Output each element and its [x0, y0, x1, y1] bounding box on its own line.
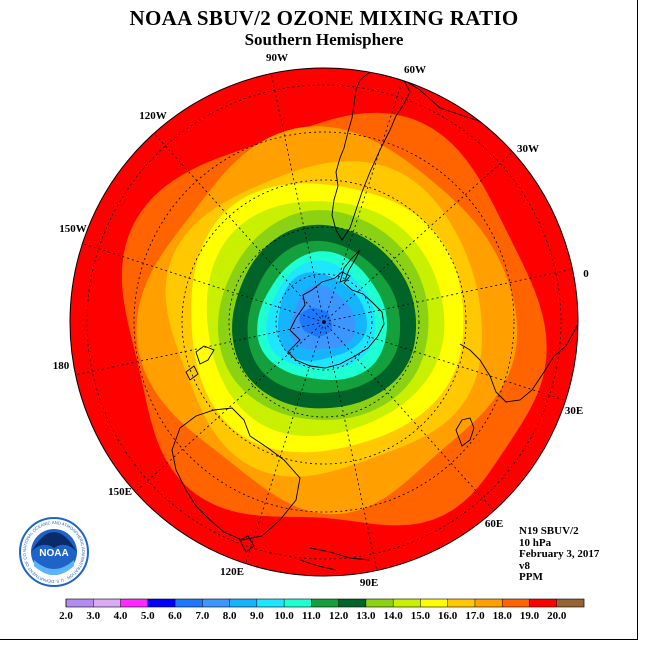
logo-wave	[34, 560, 74, 575]
colorbar-label-18: 20.0	[547, 610, 567, 622]
info-block: N19 SBUV/2 10 hPa February 3, 2017 v8 PP…	[519, 525, 600, 584]
colorbar-label-9: 11.0	[302, 610, 321, 622]
colorbar-swatch-5	[202, 599, 230, 607]
meridian-11	[153, 132, 325, 323]
info-version: v8	[519, 559, 530, 572]
africa-coast	[459, 319, 578, 403]
colorbar-label-15: 17.0	[465, 610, 485, 622]
madagascar	[455, 417, 475, 447]
contour-band-6	[299, 307, 333, 337]
lon-label-5: 60E	[485, 518, 503, 530]
lon-label-1: 60W	[404, 64, 426, 76]
graticule	[75, 73, 573, 571]
info-units: PPM	[519, 571, 543, 583]
lon-label-4: 30E	[565, 405, 583, 417]
colorbar-label-8: 10.0	[274, 610, 294, 622]
colorbar-label-12: 14.0	[384, 610, 404, 622]
latitude-circle-1	[275, 273, 373, 371]
colorbar-swatch-12	[393, 599, 421, 607]
colorbar-swatch-17	[529, 599, 558, 607]
colorbar-swatch-14	[447, 599, 476, 607]
latitude-circle-5	[86, 84, 562, 560]
latitude-circle-4	[133, 131, 515, 513]
colorbar-swatch-18	[556, 599, 585, 607]
latitude-circle-3	[181, 179, 467, 465]
colorbar-swatch-9	[311, 599, 339, 607]
meridian-3	[323, 268, 573, 323]
meridian-8	[134, 321, 325, 493]
latitude-circle-2	[228, 226, 420, 418]
colorbar-swatch-0	[66, 599, 94, 607]
meridian-6	[323, 321, 378, 571]
lon-label-11: 120W	[139, 110, 167, 122]
colorbar-swatch-4	[175, 599, 203, 607]
meridian-5	[323, 321, 495, 512]
lon-label-8: 150E	[108, 486, 132, 498]
colorbar-swatch-11	[365, 599, 394, 607]
colorbar-label-17: 19.0	[520, 610, 540, 622]
figure-frame	[0, 0, 638, 640]
lon-label-3: 0	[583, 268, 589, 280]
australia-coast	[171, 407, 301, 541]
colorbar-label-10: 12.0	[329, 610, 349, 622]
page-subtitle: Southern Hemisphere	[244, 30, 404, 49]
colorbar-swatch-10	[338, 599, 367, 607]
lon-label-0: 90W	[266, 52, 288, 64]
lon-label-2: 30W	[517, 143, 539, 155]
colorbar-swatch-8	[284, 599, 312, 607]
colorbar: 2.0 3.0 4.0 5.0 6.0 7.0 8.0 9.0 10.0 11.0 12.0 13.0…	[59, 598, 585, 622]
meridian-2	[323, 151, 514, 323]
colorbar-label-5: 7.0	[195, 610, 209, 622]
info-satellite: N19 SBUV/2	[519, 525, 579, 537]
meridian-1	[323, 80, 403, 323]
colorbar-label-2: 4.0	[114, 610, 128, 622]
page-title: NOAA SBUV/2 OZONE MIXING RATIO	[129, 6, 519, 30]
colorbar-label-0: 2.0	[59, 610, 73, 622]
logo-bird	[31, 532, 77, 552]
lon-label-9: 180	[53, 360, 70, 372]
colorbar-label-4: 6.0	[168, 610, 182, 622]
indonesia-islands	[299, 547, 371, 571]
meridian-9	[75, 321, 325, 376]
colorbar-label-1: 3.0	[86, 610, 100, 622]
antarctic-peninsula	[339, 249, 361, 283]
colorbar-label-13: 15.0	[411, 610, 431, 622]
meridian-10	[82, 243, 325, 323]
lon-label-7: 120E	[220, 566, 244, 578]
colorbar-swatch-7	[256, 599, 285, 607]
colorbar-swatch-2	[120, 599, 149, 607]
lon-label-6: 90E	[360, 577, 378, 589]
colorbar-swatch-15	[474, 599, 503, 607]
colorbar-label-6: 8.0	[223, 610, 237, 622]
colorbar-label-7: 9.0	[250, 610, 264, 622]
colorbar-label-11: 13.0	[356, 610, 376, 622]
colorbar-label-3: 5.0	[141, 610, 155, 622]
meridian-7	[245, 321, 325, 564]
colorbar-swatch-1	[93, 599, 121, 607]
meridian-0	[270, 73, 325, 323]
longitude-labels: 90W 60W 30W 0 30E 60E 90E 120E 150E 180 150W 120W	[53, 52, 590, 589]
colorbar-swatch-13	[420, 599, 448, 607]
logo-text: NOAA	[39, 548, 68, 559]
colorbar-swatch-6	[229, 599, 258, 607]
colorbar-swatch-3	[147, 599, 176, 607]
map-border	[69, 67, 579, 577]
lon-label-10: 150W	[59, 223, 87, 235]
colorbar-label-16: 18.0	[493, 610, 513, 622]
meridian-4	[323, 321, 566, 401]
colorbar-label-14: 16.0	[438, 610, 458, 622]
info-date: February 3, 2017	[519, 548, 600, 560]
colorbar-swatch-16	[502, 599, 530, 607]
tasmania	[239, 535, 255, 553]
new-zealand	[185, 345, 215, 381]
info-level: 10 hPa	[519, 536, 552, 549]
